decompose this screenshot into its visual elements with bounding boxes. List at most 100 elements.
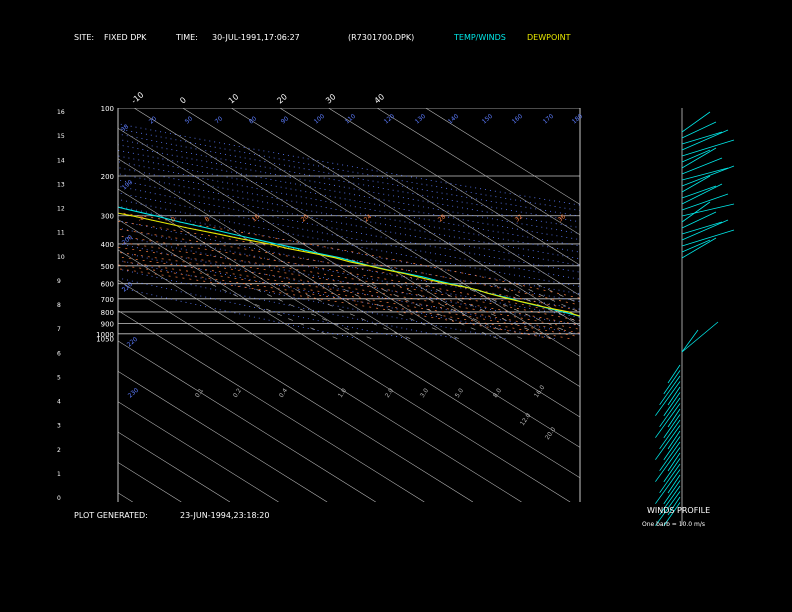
wind-barb [655, 447, 681, 482]
height-tick-label: 10 [57, 254, 65, 261]
isotherm-line [118, 249, 522, 502]
dry-adiabat-line [118, 243, 580, 335]
isotherm-line [133, 108, 580, 388]
moist-adiabat-line [118, 256, 580, 334]
temperature-tick-label: 10 [227, 92, 241, 105]
wind-barb [681, 139, 735, 157]
wind-barb [681, 147, 717, 169]
dry-adiabat-line [118, 227, 580, 318]
dry-adiabat-line [118, 251, 555, 339]
pressure-tick-label: 600 [101, 281, 114, 289]
temperature-profile-line [118, 206, 580, 317]
mixing-ratio-line [535, 283, 580, 305]
dry-adiabat-line [118, 128, 580, 211]
isotherm-line [376, 108, 580, 236]
dry-adiabat-label: 110 [344, 113, 357, 126]
wind-barb [681, 203, 735, 217]
moist-adiabat-label: 16 [251, 213, 261, 223]
dry-adiabat-line [118, 138, 580, 223]
moist-adiabat-line [118, 235, 580, 317]
wind-barb [681, 193, 729, 211]
wind-barb [681, 229, 735, 247]
dry-adiabat-line [118, 167, 580, 253]
dry-adiabat-line [118, 161, 580, 247]
wind-barb [667, 452, 681, 472]
generated-value: 23-JUN-1994,23:18:20 [180, 511, 270, 520]
mixing-ratio-label: 5.0 [454, 387, 465, 399]
isotherm-line [425, 108, 580, 205]
dry-adiabat-label: 220 [126, 336, 139, 349]
moist-adiabat-line [118, 247, 580, 326]
mixing-ratio-label: 0.2 [232, 387, 243, 399]
dry-adiabat-label: 50 [184, 115, 194, 125]
wind-barb [681, 329, 699, 353]
mixing-ratio-label: 8.0 [492, 387, 503, 399]
isotherm-line [118, 492, 133, 502]
height-tick-label: 7 [57, 326, 61, 333]
dry-adiabat-line [118, 277, 407, 339]
height-tick-label: 6 [57, 350, 61, 357]
height-tick-label: 13 [57, 181, 65, 188]
moist-adiabat-label: -8 [137, 214, 146, 223]
wind-barb [663, 414, 681, 439]
mixing-ratio-label: 20.0 [544, 426, 558, 441]
dry-adiabat-label: 150 [481, 113, 494, 126]
wind-barb [663, 392, 681, 417]
wind-barb [681, 121, 717, 139]
mixing-ratio-line [491, 283, 580, 324]
dry-adiabat-line [118, 212, 580, 302]
mixing-ratio-label: 1.0 [337, 387, 348, 399]
pressure-tick-label: 1050 [96, 336, 114, 344]
dry-adiabat-label: 80 [248, 115, 258, 125]
dry-adiabat-line [118, 192, 580, 280]
moist-adiabat-label: 32 [514, 213, 524, 223]
wind-barb [663, 502, 681, 527]
temperature-tick-label: -10 [130, 90, 146, 105]
pressure-tick-label: 400 [101, 241, 114, 249]
mixing-ratio-label: 0.4 [278, 387, 289, 399]
mixing-ratio-label: 12.0 [519, 412, 533, 427]
dry-adiabat-line [118, 259, 506, 339]
dry-adiabat-line [118, 185, 580, 273]
isotherm-line [118, 431, 231, 502]
dry-adiabat-label: 140 [447, 113, 460, 126]
temperature-tick-label: 40 [373, 92, 387, 105]
pressure-tick-label: 700 [101, 296, 114, 304]
mixing-ratio-label: 0.1 [194, 387, 205, 399]
dry-adiabat-label: 70 [214, 115, 224, 125]
wind-barb [655, 381, 681, 416]
isotherm-line [118, 219, 571, 502]
wind-barb [659, 463, 681, 494]
wind-barb [663, 458, 681, 483]
isotherm-line [231, 108, 580, 327]
temperature-tick-label: 0 [178, 95, 188, 105]
wind-barb [655, 491, 681, 526]
wind-barb [667, 430, 681, 450]
wind-barb [681, 165, 735, 187]
pressure-tick-label: 100 [101, 105, 114, 113]
wind-barb [681, 183, 723, 205]
wind-barb [681, 167, 729, 181]
height-tick-label: 9 [57, 278, 61, 285]
wind-barb [681, 157, 723, 175]
isotherm-line [118, 158, 580, 448]
isotherm-line [118, 370, 328, 502]
pressure-tick-label: 300 [101, 213, 114, 221]
pressure-tick-label: 200 [101, 173, 114, 181]
wind-barb [667, 386, 681, 406]
isotherm-line [118, 340, 376, 502]
dry-adiabat-line [118, 173, 580, 260]
wind-barb [659, 441, 681, 472]
mixing-ratio-label: 16.0 [533, 384, 547, 399]
dry-adiabat-line [118, 179, 580, 266]
moist-adiabat-line [118, 221, 580, 306]
dry-adiabat-label: 90 [280, 115, 290, 125]
isotherm-line [0, 108, 84, 502]
wind-barb-note: One barb = 10.0 m/s [642, 521, 705, 528]
wind-barb [681, 185, 717, 199]
wind-barb [659, 485, 681, 516]
wind-barb [659, 419, 681, 450]
dry-adiabat-label: 120 [383, 113, 396, 126]
pressure-tick-label: 800 [101, 309, 114, 317]
